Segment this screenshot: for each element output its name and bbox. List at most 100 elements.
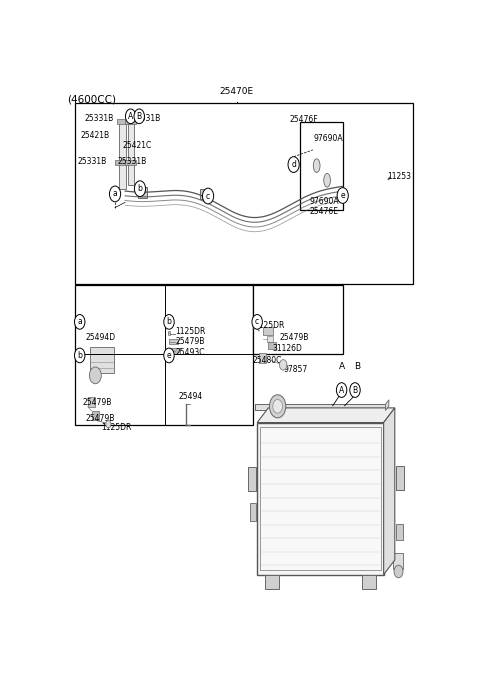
Bar bbox=[252, 285, 343, 354]
Circle shape bbox=[125, 109, 136, 124]
Text: A: A bbox=[128, 112, 133, 121]
Circle shape bbox=[394, 565, 403, 577]
Text: 97690A: 97690A bbox=[310, 197, 340, 206]
Text: b: b bbox=[138, 184, 143, 193]
FancyBboxPatch shape bbox=[387, 171, 401, 183]
Bar bbox=[184, 402, 192, 407]
Bar bbox=[119, 121, 126, 189]
Bar bbox=[138, 187, 147, 198]
Bar bbox=[125, 160, 135, 165]
Text: a: a bbox=[77, 317, 82, 326]
Bar bbox=[117, 119, 128, 124]
Text: b: b bbox=[77, 351, 82, 360]
Circle shape bbox=[279, 360, 287, 370]
Text: e: e bbox=[167, 351, 171, 360]
Circle shape bbox=[350, 383, 360, 398]
Text: 25331B: 25331B bbox=[132, 114, 161, 123]
Bar bbox=[393, 552, 403, 569]
Bar bbox=[396, 466, 404, 490]
Text: 25331B: 25331B bbox=[84, 114, 114, 123]
Text: B: B bbox=[137, 112, 142, 121]
Bar bbox=[200, 189, 207, 199]
Text: 25470E: 25470E bbox=[220, 87, 254, 97]
Text: 31126D: 31126D bbox=[273, 344, 303, 353]
Ellipse shape bbox=[324, 174, 330, 187]
Circle shape bbox=[164, 348, 174, 363]
Circle shape bbox=[336, 383, 347, 398]
Bar bbox=[260, 427, 381, 571]
Circle shape bbox=[134, 109, 144, 124]
Text: B: B bbox=[352, 385, 358, 394]
Bar bbox=[75, 285, 252, 425]
Bar bbox=[250, 503, 256, 522]
Text: A: A bbox=[339, 385, 344, 394]
Text: 25480C: 25480C bbox=[252, 356, 282, 365]
Circle shape bbox=[164, 315, 174, 329]
Text: 25476F: 25476F bbox=[290, 115, 319, 124]
Circle shape bbox=[106, 420, 111, 428]
Text: 25331B: 25331B bbox=[118, 157, 147, 166]
Text: a: a bbox=[113, 189, 118, 198]
Text: 97857: 97857 bbox=[283, 365, 308, 374]
Bar bbox=[259, 353, 266, 363]
Bar bbox=[75, 103, 413, 283]
Bar bbox=[169, 338, 178, 345]
Text: 25421C: 25421C bbox=[122, 141, 152, 151]
Text: 25479B: 25479B bbox=[85, 414, 115, 423]
Circle shape bbox=[89, 367, 101, 384]
Bar bbox=[90, 347, 114, 373]
Text: 1125DR: 1125DR bbox=[102, 424, 132, 432]
Circle shape bbox=[252, 315, 263, 329]
Bar bbox=[263, 327, 273, 335]
Text: 25476E: 25476E bbox=[310, 207, 339, 217]
Text: b: b bbox=[167, 317, 171, 326]
Circle shape bbox=[74, 348, 85, 363]
Polygon shape bbox=[385, 400, 389, 411]
Polygon shape bbox=[257, 408, 395, 422]
Bar bbox=[128, 123, 134, 185]
Circle shape bbox=[109, 186, 120, 202]
Circle shape bbox=[74, 315, 85, 329]
Text: 25494: 25494 bbox=[178, 392, 203, 401]
Text: B: B bbox=[354, 362, 360, 371]
Polygon shape bbox=[384, 408, 395, 575]
Text: 1125DR: 1125DR bbox=[175, 327, 206, 336]
Bar bbox=[362, 575, 376, 589]
Text: 25479B: 25479B bbox=[175, 337, 204, 347]
Bar bbox=[253, 325, 255, 328]
Text: 25479B: 25479B bbox=[83, 398, 112, 407]
Circle shape bbox=[288, 157, 299, 172]
Text: e: e bbox=[340, 191, 345, 200]
Text: d: d bbox=[291, 160, 296, 169]
Bar bbox=[125, 119, 135, 124]
Text: 97690A: 97690A bbox=[314, 134, 343, 143]
Bar bbox=[255, 405, 385, 411]
Bar bbox=[92, 411, 99, 420]
Text: (4600CC): (4600CC) bbox=[67, 95, 117, 105]
Bar bbox=[257, 422, 384, 575]
Bar bbox=[267, 343, 276, 349]
Text: 25494D: 25494D bbox=[85, 332, 115, 342]
Text: 25331B: 25331B bbox=[78, 157, 107, 166]
Bar bbox=[87, 398, 95, 407]
Text: 1125DR: 1125DR bbox=[254, 321, 285, 330]
Text: c: c bbox=[206, 191, 210, 200]
Circle shape bbox=[337, 188, 348, 204]
Bar bbox=[248, 467, 256, 491]
Text: 25421B: 25421B bbox=[80, 131, 109, 140]
Circle shape bbox=[273, 400, 282, 413]
Bar bbox=[168, 332, 170, 335]
Bar bbox=[169, 347, 180, 354]
Text: A: A bbox=[339, 362, 345, 371]
Text: 25493C: 25493C bbox=[175, 348, 205, 357]
Bar bbox=[267, 336, 273, 342]
Bar bbox=[396, 524, 403, 540]
Bar bbox=[300, 122, 343, 210]
Circle shape bbox=[134, 181, 145, 197]
Bar bbox=[115, 160, 126, 165]
Bar bbox=[264, 575, 279, 589]
Circle shape bbox=[269, 395, 286, 418]
Ellipse shape bbox=[313, 159, 320, 172]
Text: c: c bbox=[255, 317, 259, 326]
Text: 25479B: 25479B bbox=[279, 333, 309, 342]
